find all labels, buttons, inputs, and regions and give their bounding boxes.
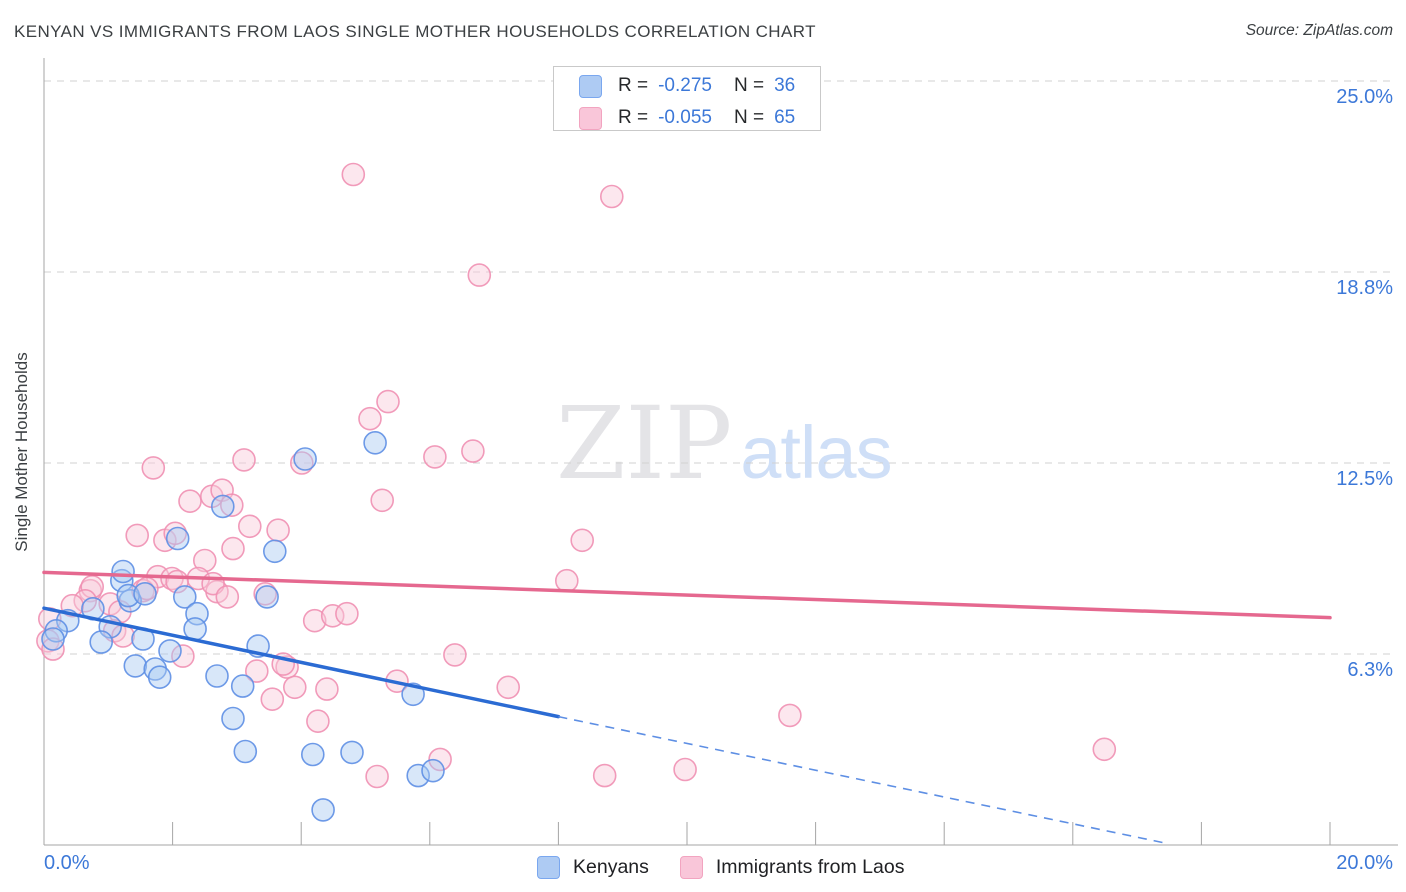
scatter-point-laos [220, 493, 244, 518]
scatter-point-laos [358, 406, 382, 431]
series-legend: Kenyans Immigrants from Laos [537, 856, 904, 879]
scatter-point-laos [244, 659, 269, 683]
scatter-point-laos [171, 644, 195, 668]
legend-item-label: Immigrants from Laos [715, 856, 905, 878]
scatter-point-laos [778, 703, 802, 728]
scatter-point-laos [335, 601, 359, 626]
trend-line-kenyans [42, 606, 561, 719]
laos-swatch-icon [579, 106, 602, 130]
scatter-point-laos [238, 514, 262, 539]
scatter-point-laos [599, 184, 624, 209]
scatter-point-laos [306, 709, 330, 734]
scatter-point-laos [443, 643, 467, 667]
scatter-point-laos [461, 439, 485, 463]
scatter-point-kenyans [406, 763, 431, 788]
scatter-point-laos [221, 536, 245, 561]
r-label: R = [618, 107, 649, 128]
scatter-point-kenyans [111, 559, 135, 584]
scatter-point-kenyans [293, 447, 317, 471]
laos-swatch-icon [679, 856, 703, 879]
scatter-point-kenyans [147, 665, 172, 690]
n-label: N = [733, 107, 765, 128]
x-axis-min-label: 0.0% [44, 852, 90, 874]
scatter-point-kenyans [363, 430, 387, 455]
scatter-point-laos [554, 568, 579, 593]
scatter-point-kenyans [183, 617, 207, 641]
trend-line-laos [42, 570, 1332, 620]
r-value: -0.055 [658, 107, 712, 128]
scatter-point-kenyans [133, 581, 157, 606]
scatter-point-kenyans [311, 798, 335, 822]
scatter-point-kenyans [158, 639, 182, 663]
legend-item-label: Kenyans [573, 856, 649, 878]
kenyans-swatch-icon [579, 74, 602, 98]
scatter-point-laos [1092, 737, 1117, 762]
source-label: Source: ZipAtlas.com [1245, 22, 1393, 39]
scatter-point-laos [289, 451, 314, 475]
scatter-point-laos [428, 747, 452, 772]
trend-line-kenyans-extrapolated [558, 715, 1163, 844]
scatter-point-laos [282, 675, 307, 700]
correlation-legend: R = -0.275 N = 36 R = -0.055 N = 65 [553, 66, 821, 131]
n-value: 65 [774, 107, 796, 128]
scatter-point-kenyans [255, 585, 279, 609]
scatter-point-laos [376, 389, 400, 414]
legend-item-kenyans: Kenyans [537, 856, 649, 879]
y-tick-label: 25.0% [1336, 86, 1393, 108]
scatter-point-kenyans [233, 739, 258, 764]
scatter-point-laos [315, 677, 339, 701]
legend-row-laos: R = -0.055 N = 65 [579, 105, 820, 131]
scatter-point-kenyans [221, 706, 245, 731]
scatter-point-laos [467, 263, 492, 287]
scatter-point-laos [570, 528, 595, 553]
scatter-point-laos [341, 162, 366, 187]
y-tick-label: 12.5% [1336, 468, 1393, 490]
scatter-point-laos [266, 518, 290, 543]
y-tick-label: 18.8% [1336, 277, 1393, 299]
scatter-point-kenyans [340, 740, 364, 765]
y-tick-label: 6.3% [1347, 659, 1393, 681]
scatter-point-laos [260, 687, 285, 712]
scatter-point-laos [496, 675, 521, 700]
page-title: KENYAN VS IMMIGRANTS FROM LAOS SINGLE MO… [14, 22, 816, 41]
scatter-point-laos [370, 488, 395, 513]
scatter-point-kenyans [211, 494, 235, 519]
n-value: 36 [774, 75, 796, 96]
scatter-point-kenyans [41, 627, 65, 651]
kenyans-swatch-icon [537, 856, 560, 879]
scatter-point-kenyans [165, 526, 190, 551]
scatter-point-kenyans [173, 585, 197, 609]
scatter-point-kenyans [421, 758, 445, 783]
x-axis-max-label: 20.0% [1336, 852, 1393, 874]
scatter-point-laos [232, 448, 256, 472]
r-label: R = [618, 75, 649, 96]
legend-item-laos: Immigrants from Laos [679, 856, 905, 879]
scatter-point-laos [302, 608, 327, 633]
scatter-point-laos [125, 523, 149, 548]
scatter-point-kenyans [300, 742, 325, 767]
scatter-point-kenyans [230, 674, 255, 698]
scatter-point-laos [193, 548, 217, 573]
scatter-point-kenyans [205, 664, 229, 688]
scatter-point-laos [141, 456, 166, 480]
scatter-point-laos [41, 637, 65, 661]
scatter-point-kenyans [89, 630, 113, 654]
scatter-point-laos [592, 763, 617, 788]
n-label: N = [733, 75, 765, 96]
scatter-point-kenyans [123, 654, 148, 678]
scatter-point-laos [423, 445, 447, 469]
scatter-point-laos [178, 489, 202, 514]
r-value: -0.275 [658, 75, 712, 96]
scatter-point-laos [215, 585, 240, 609]
scatter-point-laos [673, 757, 697, 782]
scatter-point-kenyans [262, 539, 287, 564]
legend-row-kenyans: R = -0.275 N = 36 [579, 73, 820, 99]
scatter-point-laos [365, 764, 389, 789]
scatter-point-kenyans [116, 583, 140, 608]
